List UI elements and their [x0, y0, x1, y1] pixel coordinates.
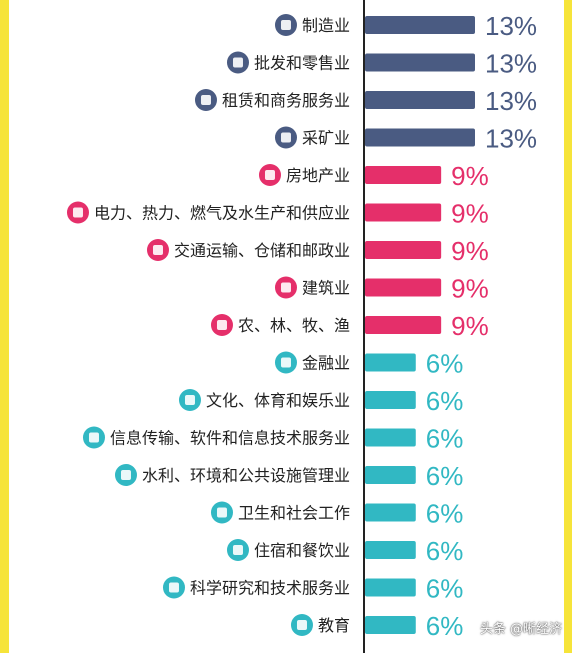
bar [365, 128, 475, 147]
bar [365, 503, 416, 522]
bar [365, 53, 475, 72]
icon-glyph [264, 170, 275, 180]
bar [365, 428, 416, 447]
category-label: 金融业 [302, 354, 350, 373]
icon-glyph [88, 432, 99, 443]
category-label: 批发和零售业 [254, 54, 350, 73]
value-label: 13% [485, 49, 537, 79]
category-label: 科学研究和技术服务业 [190, 579, 350, 598]
category-label: 水利、环境和公共设施管理业 [142, 466, 350, 485]
category-label: 房地产业 [286, 166, 350, 185]
icon-glyph [232, 57, 243, 68]
bar [365, 203, 442, 222]
bar [365, 241, 442, 259]
value-label: 13% [485, 124, 537, 154]
icon-glyph [216, 320, 227, 330]
value-label: 6% [426, 461, 464, 491]
category-label: 住宿和餐饮业 [254, 541, 350, 560]
icon-glyph [280, 282, 291, 293]
category-label: 采矿业 [302, 129, 350, 148]
icon-glyph [280, 132, 291, 143]
yellow-border-right [564, 0, 572, 653]
icon-glyph [168, 582, 179, 593]
bar [365, 16, 475, 34]
bar [365, 391, 416, 409]
bar [365, 578, 416, 597]
category-label: 租赁和商务服务业 [222, 91, 350, 110]
icon-glyph [216, 507, 227, 518]
value-label: 6% [426, 424, 464, 454]
category-label: 交通运输、仓储和邮政业 [174, 241, 350, 260]
icon-glyph [72, 207, 83, 218]
bar [365, 91, 475, 109]
bar [365, 166, 442, 184]
category-label: 信息传输、软件和信息技术服务业 [110, 429, 350, 448]
bar [365, 541, 416, 559]
value-label: 9% [451, 199, 489, 229]
watermark-text: 头条 @晰经济 [479, 622, 562, 637]
value-label: 9% [451, 311, 489, 341]
category-label: 制造业 [302, 16, 350, 35]
value-label: 13% [485, 11, 537, 41]
value-label: 9% [451, 236, 489, 266]
value-label: 6% [426, 536, 464, 566]
category-label: 文化、体育和娱乐业 [206, 391, 350, 410]
value-label: 6% [426, 349, 464, 379]
bar [365, 466, 416, 484]
value-label: 6% [426, 574, 464, 604]
value-label: 6% [426, 386, 464, 416]
value-label: 9% [451, 274, 489, 304]
category-label: 建筑业 [302, 279, 350, 298]
icon-glyph [296, 620, 307, 630]
category-label: 卫生和社会工作 [238, 504, 350, 523]
bar [365, 316, 442, 334]
value-label: 6% [426, 499, 464, 529]
value-label: 9% [451, 161, 489, 191]
value-label: 13% [485, 86, 537, 116]
bar [365, 278, 442, 297]
yellow-border-left [0, 0, 9, 653]
bar [365, 353, 416, 372]
category-label: 农、林、牧、渔 [238, 316, 350, 335]
icon-glyph [152, 245, 163, 255]
icon-glyph [184, 395, 195, 405]
value-label: 6% [426, 611, 464, 641]
category-label: 教育 [318, 616, 350, 635]
icon-glyph [120, 470, 131, 480]
icon-glyph [200, 95, 211, 105]
bar [365, 616, 416, 634]
icon-glyph [280, 357, 291, 368]
category-label: 电力、热力、燃气及水生产和供应业 [94, 204, 350, 223]
icon-glyph [232, 545, 243, 555]
icon-glyph [280, 20, 291, 30]
